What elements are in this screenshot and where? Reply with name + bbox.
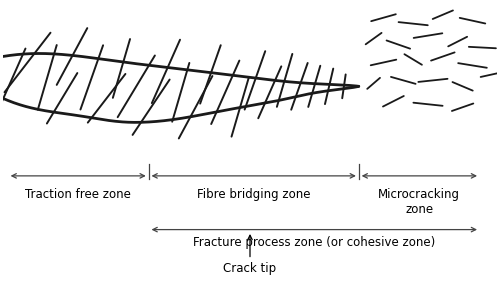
Text: Fracture process zone (or cohesive zone): Fracture process zone (or cohesive zone) bbox=[193, 236, 436, 249]
Text: Fibre bridging zone: Fibre bridging zone bbox=[197, 188, 310, 201]
Text: Traction free zone: Traction free zone bbox=[25, 188, 131, 201]
Text: Microcracking
zone: Microcracking zone bbox=[378, 188, 460, 216]
Text: Crack tip: Crack tip bbox=[224, 262, 276, 275]
